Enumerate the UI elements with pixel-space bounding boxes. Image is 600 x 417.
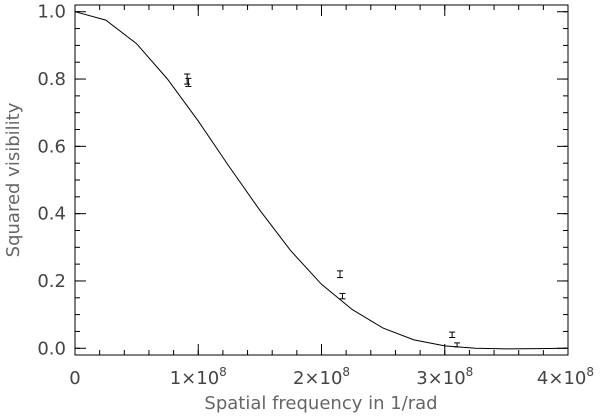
y-tick-label: 0.6 [37,136,66,157]
x-tick-label: 1×108 [170,365,227,389]
y-tick-label: 0.8 [37,69,66,90]
x-tick-label: 2×108 [293,365,350,389]
x-tick-labels: 0 1×108 2×108 3×108 4×108 [69,365,594,389]
y-axis-title: Squared visibility [3,102,24,257]
y-tick-label: 0.0 [37,338,66,359]
model-curve-line [74,11,569,350]
data-point [336,270,343,279]
data-point [185,77,192,87]
y-tick-labels: 0.0 0.2 0.4 0.6 0.8 1.0 [37,2,66,360]
data-points [184,73,461,348]
x-tick-label: 0 [69,368,80,389]
data-point [454,342,461,348]
data-point [339,292,346,300]
plot-frame [74,4,569,356]
y-tick-label: 1.0 [37,2,66,23]
data-point [184,73,191,85]
data-point [449,331,456,338]
x-tick-label: 4×108 [537,365,594,389]
x-axis-title: Spatial frequency in 1/rad [204,393,437,414]
y-tick-label: 0.4 [37,204,66,225]
y-tick-label: 0.2 [37,271,66,292]
x-tick-label: 3×108 [416,365,473,389]
